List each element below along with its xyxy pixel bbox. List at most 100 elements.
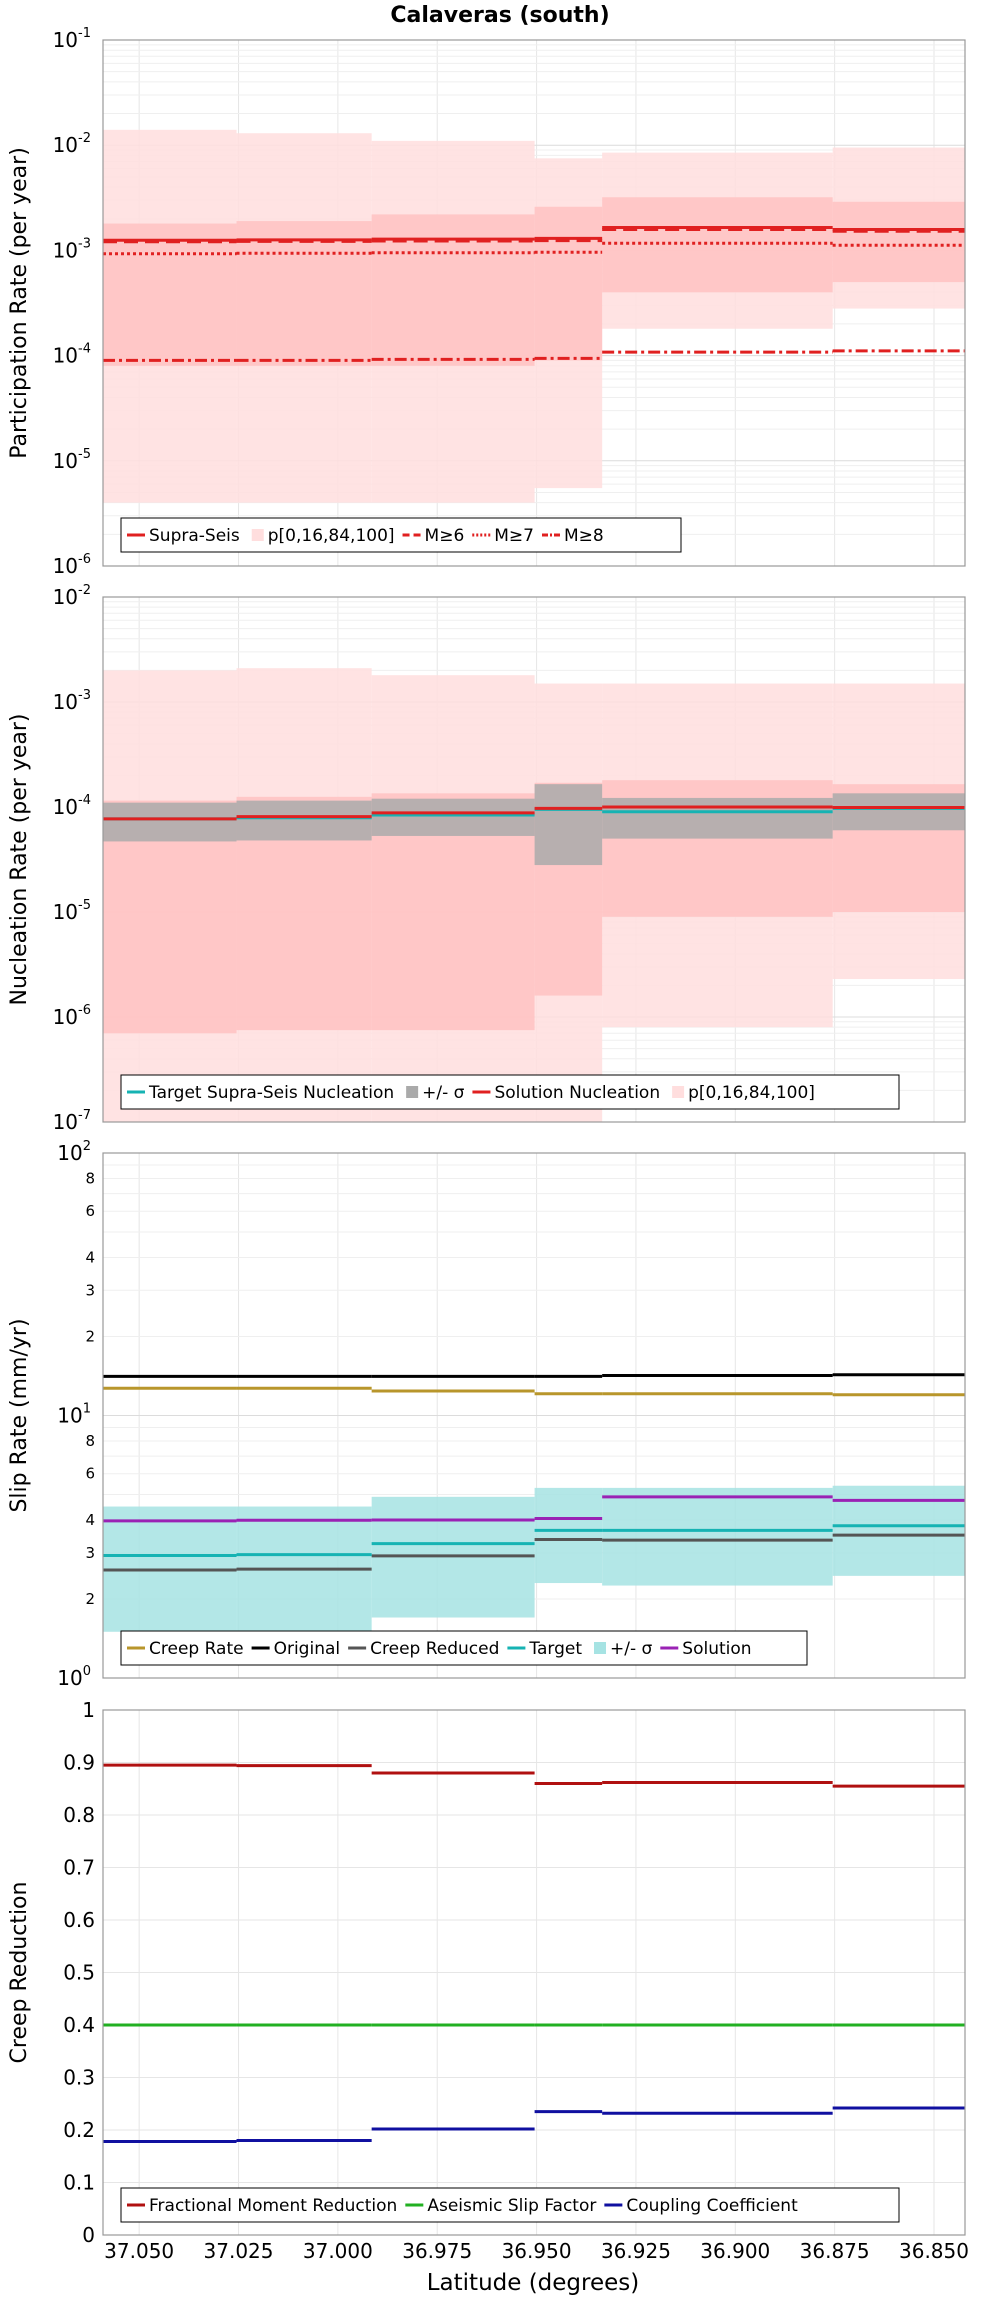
- plot-frame: [102, 1709, 966, 2236]
- y-minor-tick-label: 4: [85, 1248, 95, 1266]
- legend-label-0: Fractional Moment Reduction: [149, 2196, 397, 2216]
- nucleation-series-2-band: [371, 798, 535, 836]
- plot-frame: [102, 1152, 966, 1679]
- participation-series-1-band: [236, 221, 372, 366]
- legend-nucleation: Target Supra-Seis Nucleation +/- σ Solutio…: [120, 1074, 900, 1110]
- legend-swatch: [594, 1642, 606, 1654]
- y-minor-tick-label: 6: [85, 1465, 95, 1483]
- y-minor-tick-label: 8: [85, 1169, 95, 1187]
- panel-nucleation: 10-7 10-6 10-5 10-4 10-3 10-2 Nucleation Rate …: [7, 583, 966, 1134]
- grid-creep: [103, 1709, 965, 2236]
- legend-slip: Creep Rate Original Creep Reduced Target +/-…: [120, 1630, 808, 1666]
- x-tick-label: 36.850: [899, 2239, 969, 2263]
- y-tick-label: 0.9: [63, 1751, 95, 1775]
- legend-label-1: Original: [274, 1639, 341, 1659]
- legend-label-1: p[0,16,84,100]: [268, 526, 395, 546]
- y-tick-label: 10-4: [53, 342, 91, 368]
- nucleation-series-2-band: [534, 784, 603, 866]
- participation-series-1-band: [602, 197, 833, 293]
- plot-frame: [102, 39, 966, 567]
- y-tick-label: 0: [82, 2223, 95, 2247]
- legend-label-1: Aseismic Slip Factor: [427, 2196, 596, 2216]
- y-tick-label: 10-2: [53, 583, 91, 609]
- legend-box: [120, 1630, 808, 1666]
- x-tick-label: 37.025: [204, 2239, 274, 2263]
- legend-box: [120, 517, 682, 553]
- x-tick-label: 36.875: [800, 2239, 870, 2263]
- y-axis-label-participation: Participation Rate (per year): [7, 147, 32, 459]
- y-axis-label-nucleation: Nucleation Rate (per year): [7, 714, 32, 1006]
- y-minor-tick-label: 6: [85, 1202, 95, 1220]
- x-tick-label: 37.000: [303, 2239, 373, 2263]
- y-ticks-nucleation: 10-7 10-6 10-5 10-4 10-3 10-2: [53, 583, 91, 1134]
- nucleation-series-2-band: [832, 793, 965, 831]
- y-minor-tick-label: 2: [85, 1590, 95, 1608]
- y-axis-label-creep: Creep Reduction: [7, 1882, 32, 2064]
- legend-label-4: +/- σ: [610, 1639, 653, 1659]
- y-tick-label: 10-6: [53, 552, 91, 578]
- panel-participation: 10-6 10-5 10-4 10-3 10-2 10-1 Participation Ra…: [7, 26, 966, 578]
- legend-label-2: Solution Nucleation: [494, 1083, 660, 1103]
- y-tick-label: 10-2: [53, 131, 91, 157]
- legend-box: [120, 1074, 900, 1110]
- legend-label-4: M≥8: [564, 526, 604, 546]
- y-tick-label: 10-3: [53, 236, 91, 262]
- y-ticks-creep: 0 0.1 0.2 0.3 0.4 0.5 0.6 0.7 0.8 0.9 1: [63, 1698, 95, 2247]
- legend-box: [120, 2187, 900, 2223]
- legend-label-0: Creep Rate: [149, 1639, 244, 1659]
- y-tick-label: 10-7: [53, 1108, 91, 1134]
- y-minor-tick-label: 2: [85, 1327, 95, 1345]
- x-axis-label: Latitude (degrees): [427, 2270, 640, 2296]
- plot-frame: [102, 596, 966, 1123]
- y-tick-label: 101: [57, 1402, 91, 1428]
- x-tick-label: 36.950: [502, 2239, 572, 2263]
- y-tick-label: 0.8: [63, 1803, 95, 1827]
- x-tick-label: 37.050: [104, 2239, 174, 2263]
- legend-label-0: Supra-Seis: [149, 526, 240, 546]
- series-creep: [103, 1763, 965, 2144]
- nucleation-series-2-band: [103, 802, 237, 842]
- legend-label-3: Target: [528, 1639, 582, 1659]
- x-tick-label: 36.925: [601, 2239, 671, 2263]
- chart-title: Calaveras (south): [390, 3, 609, 28]
- y-tick-label: 0.7: [63, 1856, 95, 1880]
- series-slip: [103, 1373, 965, 1632]
- y-minor-tick-label: 4: [85, 1511, 95, 1529]
- legend-label-2: Coupling Coefficient: [626, 2196, 798, 2216]
- panel-slip: 100 101 102 2 3 4 6 8 2 3 4 6 8 Slip Rate (mm/yr) Cree…: [7, 1139, 966, 1690]
- slip-series-0-band: [534, 1487, 603, 1584]
- y-tick-label: 10-5: [53, 898, 91, 924]
- y-axis-label-slip: Slip Rate (mm/yr): [7, 1318, 32, 1512]
- participation-series-1-band: [103, 223, 237, 366]
- legend-label-2: M≥6: [425, 526, 465, 546]
- y-tick-label: 0.6: [63, 1908, 95, 1932]
- legend-label-5: Solution: [682, 1639, 751, 1659]
- legend-swatch: [672, 1086, 685, 1098]
- series-nucleation: [103, 668, 965, 1122]
- y-minor-tick-label: 3: [85, 1281, 95, 1299]
- y-tick-label: 0.2: [63, 2118, 95, 2142]
- panel-creep: 0 0.1 0.2 0.3 0.4 0.5 0.6 0.7 0.8 0.9 1 Creep Reduc…: [7, 1698, 966, 2247]
- participation-series-1-band: [832, 201, 965, 283]
- participation-series-1-band: [534, 206, 603, 361]
- x-tick-label: 36.900: [700, 2239, 770, 2263]
- y-tick-label: 0.1: [63, 2171, 95, 2195]
- y-tick-label: 102: [57, 1139, 91, 1165]
- y-tick-label: 0.5: [63, 1961, 95, 1985]
- legend-label-3: M≥7: [494, 526, 534, 546]
- x-axis-ticks: 37.050 37.025 37.000 36.975 36.950 36.925 36.9…: [104, 2239, 969, 2263]
- y-tick-label: 10-3: [53, 688, 91, 714]
- legend-participation: Supra-Seis p[0,16,84,100] M≥6 M≥7 M≥8: [120, 517, 682, 553]
- y-tick-label: 100: [57, 1664, 91, 1690]
- legend-label-0: Target Supra-Seis Nucleation: [148, 1083, 394, 1103]
- y-minor-tick-label: 8: [85, 1432, 95, 1450]
- participation-series-1-band: [371, 214, 535, 366]
- nucleation-series-2-band: [602, 797, 833, 839]
- y-tick-label: 1: [82, 1698, 95, 1722]
- y-tick-label: 10-1: [53, 26, 91, 52]
- series-participation: [103, 129, 965, 503]
- y-tick-label: 10-6: [53, 1003, 91, 1029]
- y-tick-label: 0.4: [63, 2013, 95, 2037]
- y-ticks-participation: 10-6 10-5 10-4 10-3 10-2 10-1: [53, 26, 91, 578]
